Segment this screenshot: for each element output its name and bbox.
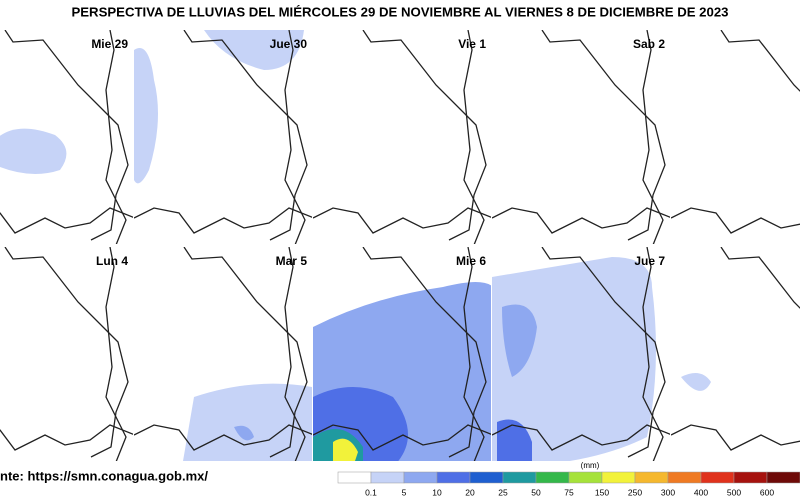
state-border — [642, 30, 664, 244]
country-border — [134, 207, 312, 234]
country-border — [313, 424, 491, 451]
panel-bg — [492, 30, 670, 244]
rain-area — [502, 304, 537, 377]
country-border — [0, 424, 133, 451]
title: PERSPECTIVA DE LLUVIAS DEL MIÉRCOLES 29 … — [71, 4, 728, 19]
country-border — [492, 424, 670, 451]
legend-swatch — [436, 471, 471, 484]
state-border — [4, 30, 129, 241]
panel-bg — [313, 30, 491, 244]
legend-swatch — [601, 471, 636, 484]
legend-tick-label: 500 — [727, 487, 741, 497]
state-border — [183, 247, 308, 458]
legend-tick-label: 5 — [402, 487, 407, 497]
panel-bg — [671, 247, 800, 461]
legend-tick-label: 75 — [564, 487, 574, 497]
map-panel: Lun 4 — [0, 247, 133, 461]
map-panel: Sab 2 — [492, 30, 670, 244]
state-border — [463, 30, 485, 244]
map-panel: Vie 1 — [313, 30, 491, 244]
map-panel: Jue 30 — [134, 30, 312, 244]
rain-area — [497, 419, 532, 461]
legend-tick-label: 10 — [432, 487, 442, 497]
map-panel: Mie 6 — [313, 247, 491, 461]
source: nte: https://smn.conagua.gob.mx/ — [0, 468, 208, 483]
legend-tick-label: 300 — [661, 487, 675, 497]
legend-tick-label: 150 — [595, 487, 609, 497]
state-border — [720, 247, 800, 309]
state-border — [4, 247, 129, 458]
legend-swatch — [502, 471, 537, 484]
panels: Mie 29 Jue 30 Vie 1 Sab 2 M Lun 4 Mar 5 Mie 6 Ju… — [0, 30, 800, 461]
legend-tick-label: 250 — [628, 487, 642, 497]
state-border — [183, 30, 308, 241]
legend-swatch — [667, 471, 702, 484]
panel-label: Mie 6 — [456, 254, 486, 268]
state-border — [642, 247, 664, 461]
map-panel: D — [671, 247, 800, 461]
panel-label: Lun 4 — [96, 254, 128, 268]
map-panel: Jue 7 — [492, 247, 670, 461]
legend-swatch — [568, 471, 603, 484]
legend-tick-label: 50 — [531, 487, 541, 497]
country-border — [0, 207, 133, 234]
legend-swatch — [469, 471, 504, 484]
panel-label: Vie 1 — [458, 37, 486, 51]
state-border — [105, 30, 127, 244]
panel-label: Jue 30 — [270, 37, 308, 51]
state-border — [362, 247, 487, 458]
country-border — [313, 207, 491, 234]
state-border — [541, 30, 666, 241]
panel-label: Mie 29 — [91, 37, 128, 51]
map-panel: Mie 29 — [0, 30, 133, 244]
legend-unit: (mm) — [581, 461, 600, 470]
panel-label: Jue 7 — [634, 254, 665, 268]
rain-area — [234, 425, 254, 441]
panel-label: Mar 5 — [276, 254, 308, 268]
state-border — [284, 247, 306, 461]
legend-swatch — [337, 471, 372, 484]
legend-swatch — [700, 471, 735, 484]
state-border — [463, 247, 485, 461]
legend-swatch — [535, 471, 570, 484]
country-border — [671, 424, 800, 451]
panel-bg — [671, 30, 800, 244]
legend-swatch — [634, 471, 669, 484]
rain-area — [134, 48, 158, 184]
country-border — [134, 424, 312, 451]
panel-label: Sab 2 — [633, 37, 665, 51]
rain-area — [183, 383, 312, 461]
country-border — [671, 207, 800, 234]
legend-swatch — [370, 471, 405, 484]
legend-swatch — [733, 471, 768, 484]
legend-swatch — [403, 471, 438, 484]
rain-area — [492, 257, 656, 461]
legend-swatch — [766, 471, 800, 484]
legend-tick-label: 0.1 — [365, 487, 377, 497]
legend-tick-label: 25 — [498, 487, 508, 497]
state-border — [541, 247, 666, 458]
state-border — [105, 247, 127, 461]
rain-area — [681, 373, 711, 391]
rain-area — [204, 30, 304, 70]
legend-tick-label: 20 — [465, 487, 475, 497]
legend: 0.1 5 10 20 25 50 75 150 250 300 400 500 600 — [337, 471, 800, 497]
state-border — [284, 30, 306, 244]
state-border — [362, 30, 487, 241]
state-border — [720, 30, 800, 92]
map-panel: Mar 5 — [134, 247, 312, 461]
rain-area — [333, 438, 358, 461]
legend-tick-label: 400 — [694, 487, 708, 497]
country-border — [492, 207, 670, 234]
rain-area — [0, 128, 67, 174]
map-panel: M — [671, 30, 800, 244]
legend-tick-label: 600 — [760, 487, 774, 497]
